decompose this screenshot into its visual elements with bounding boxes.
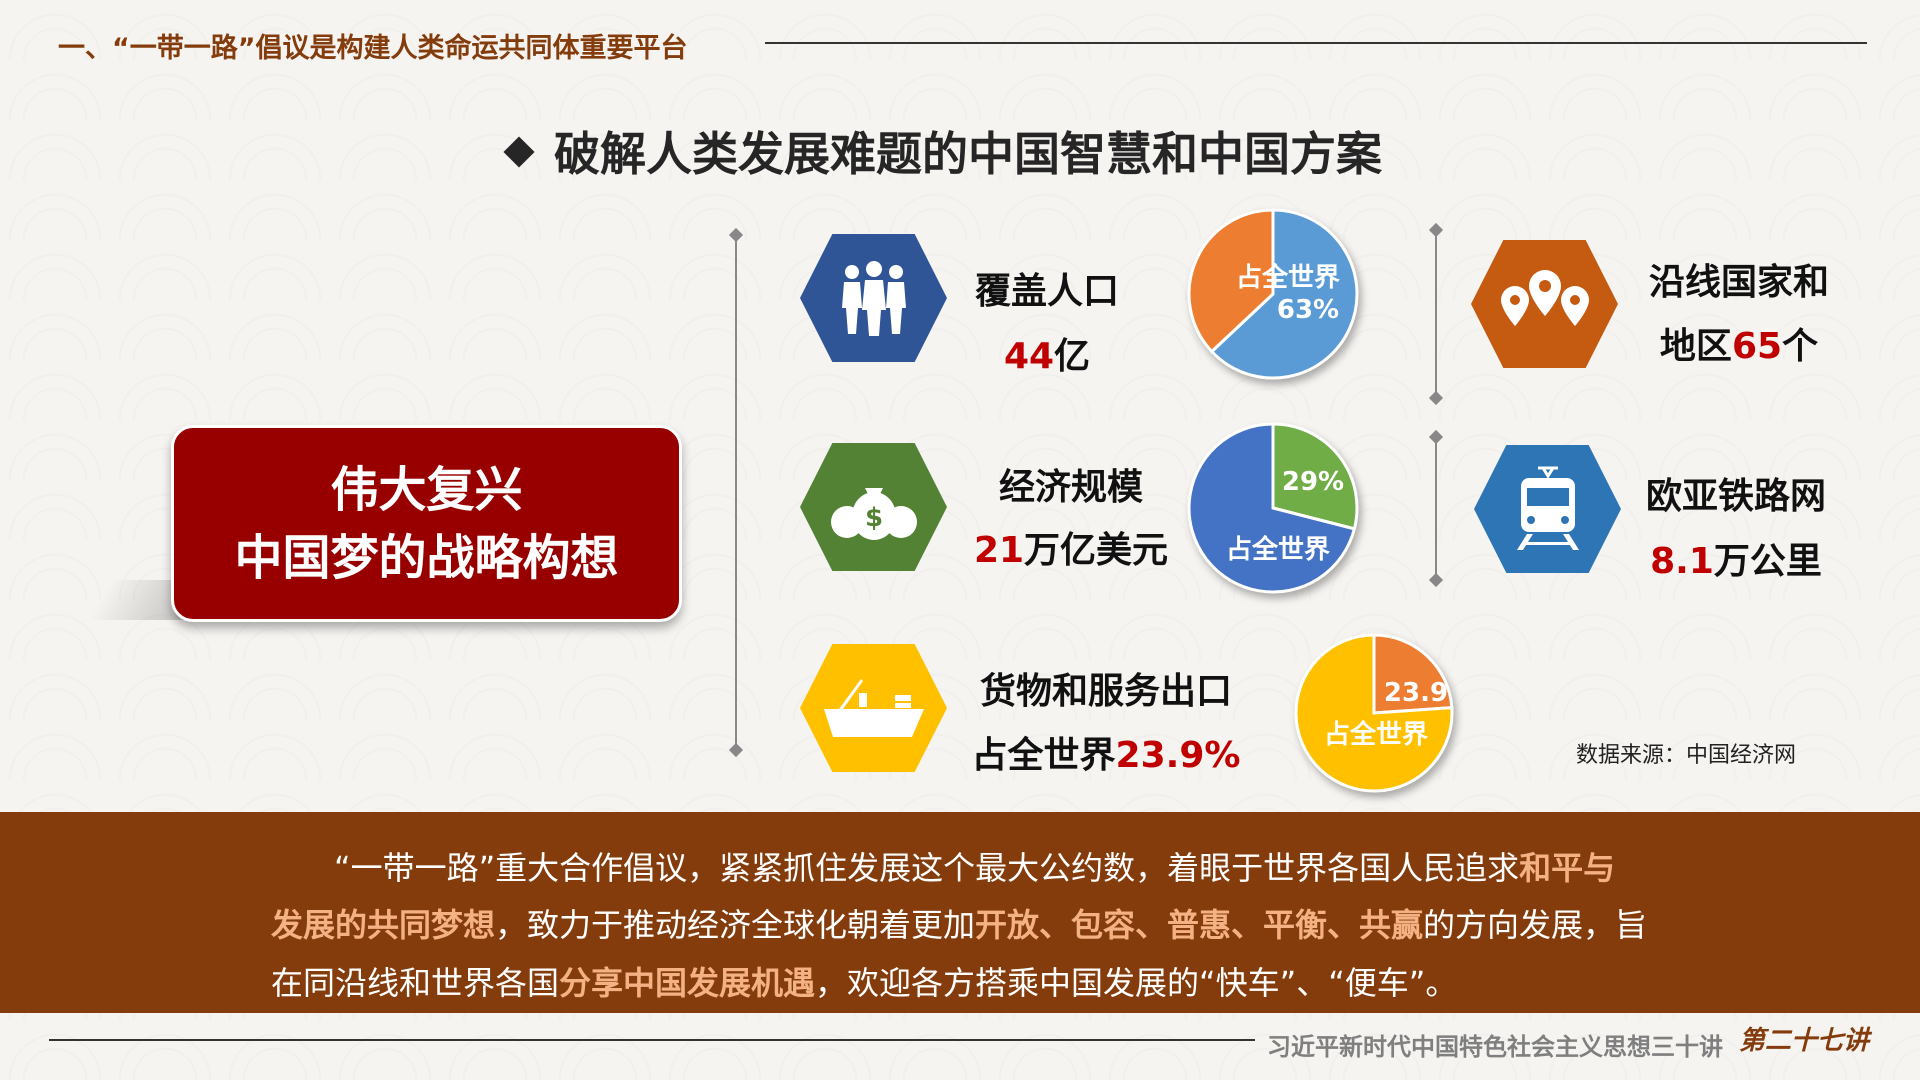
- header-divider: [765, 42, 1867, 44]
- pie-label: 占全世界: [1236, 262, 1340, 293]
- location-pins-icon: [1471, 240, 1618, 368]
- railway-number: 8.1: [1650, 541, 1714, 582]
- svg-text:$: $: [864, 503, 882, 533]
- countries-value: 地区65个: [1660, 317, 1818, 369]
- export-number: 23.9%: [1115, 735, 1241, 776]
- economy-unit: 万亿美元: [1024, 530, 1169, 571]
- summary-line-3: 在同沿线和世界各国分享中国发展机遇，欢迎各方搭乘中国发展的“快车”、“便车”。: [271, 958, 1457, 1004]
- center-box-line2: 中国梦的战略构想: [234, 529, 619, 586]
- text: ，欢迎各方搭乘中国发展的“快车”、“便车”。: [815, 964, 1458, 1002]
- export-pie: 23.9 占全世界: [1294, 633, 1454, 793]
- text: 在同沿线和世界各国: [271, 964, 560, 1002]
- people-icon: [800, 234, 947, 362]
- train-icon: [1474, 445, 1621, 573]
- highlight: 开放、包容、普惠、平衡、共赢: [975, 906, 1424, 944]
- text: 的方向发展，旨: [1423, 906, 1648, 944]
- pie-slice-share: [1372, 633, 1454, 715]
- footer-divider: [49, 1039, 1255, 1041]
- pie-label: 占全世界: [1324, 719, 1428, 750]
- population-number: 44: [1003, 336, 1055, 377]
- countries-label: 沿线国家和: [1648, 262, 1830, 303]
- text: “一带一路”重大合作倡议，紧紧抓住发展这个最大公约数，着眼于世界各国人民追求: [334, 849, 1520, 887]
- countries-unit: 个: [1782, 326, 1819, 367]
- highlight: 和平与: [1519, 849, 1616, 887]
- pie-slice-rest: [1187, 422, 1357, 594]
- population-label: 覆盖人口: [974, 271, 1120, 312]
- economy-label: 经济规模: [998, 467, 1144, 508]
- export-value: 占全世界23.9%: [972, 726, 1241, 778]
- pie-slice-rest: [1294, 633, 1454, 793]
- data-source: 数据来源：中国经济网: [1576, 743, 1797, 768]
- divider-right-top: [1435, 230, 1437, 398]
- pie-value-label: 29%: [1282, 467, 1344, 497]
- railway-label: 欧亚铁路网: [1645, 476, 1827, 517]
- footer-lecture: 第二十七讲: [1739, 1026, 1870, 1056]
- railway-value: 8.1万公里: [1650, 532, 1822, 584]
- economy-number: 21: [973, 530, 1025, 571]
- center-box: 伟大复兴 中国梦的战略构想: [171, 425, 682, 622]
- economy-value: 21万亿美元: [974, 521, 1168, 573]
- highlight: 分享中国发展机遇: [559, 964, 816, 1002]
- footer-series: 习近平新时代中国特色社会主义思想三十讲: [1267, 1033, 1723, 1061]
- center-box-line1: 伟大复兴: [330, 461, 523, 518]
- countries-prefix: 地区: [1659, 326, 1732, 367]
- pie-slice-share: [1209, 208, 1359, 380]
- divider-left: [735, 235, 737, 750]
- summary-line-2: 发展的共同梦想，致力于推动经济全球化朝着更加开放、包容、普惠、平衡、共赢的方向发…: [271, 900, 1647, 946]
- page-title-text: 破解人类发展难题的中国智慧和中国方案: [554, 127, 1382, 181]
- export-label: 货物和服务出口: [979, 671, 1233, 712]
- railway-unit: 万公里: [1713, 541, 1822, 582]
- population-unit: 亿: [1054, 336, 1091, 377]
- pie-value-label: 23.9: [1384, 678, 1448, 708]
- divider-right-bottom: [1435, 437, 1437, 580]
- summary-line-1: “一带一路”重大合作倡议，紧紧抓住发展这个最大公约数，着眼于世界各国人民追求和平…: [334, 843, 1615, 889]
- summary-band: “一带一路”重大合作倡议，紧紧抓住发展这个最大公约数，着眼于世界各国人民追求和平…: [0, 812, 1920, 1013]
- diamond-bullet-icon: [503, 135, 535, 168]
- page-title: 破解人类发展难题的中国智慧和中国方案: [503, 118, 1382, 184]
- economy-pie: 29% 占全世界: [1187, 422, 1359, 594]
- money-bags-icon: $: [800, 443, 947, 571]
- population-value: 44亿: [1004, 327, 1090, 379]
- section-title: 一、“一带一路”倡议是构建人类命运共同体重要平台: [58, 33, 688, 64]
- export-prefix: 占全世界: [971, 735, 1116, 776]
- text: ，致力于推动经济全球化朝着更加: [495, 906, 976, 944]
- countries-number: 65: [1731, 326, 1783, 367]
- highlight: 发展的共同梦想: [271, 906, 496, 944]
- pie-slice-rest: [1187, 208, 1275, 354]
- pie-slice-share: [1271, 422, 1359, 531]
- cargo-ship-icon: [800, 644, 947, 772]
- pie-label: 占全世界: [1226, 534, 1330, 565]
- pie-value-label: 63%: [1277, 295, 1339, 325]
